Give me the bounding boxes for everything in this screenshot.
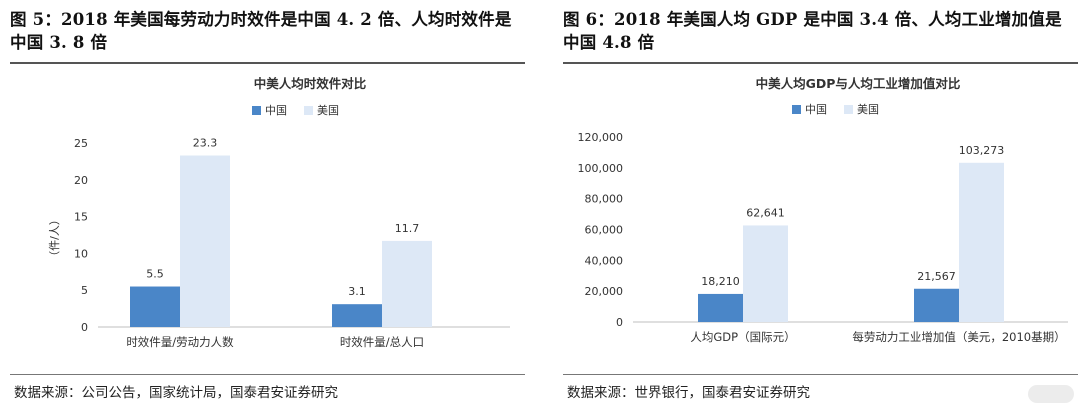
source-note: 数据来源：世界银行，国泰君安证券研究 [567,385,810,401]
data-label: 21,567 [917,270,956,283]
data-label: 23.3 [193,137,218,150]
legend-label-usa: 美国 [317,104,339,117]
bar-china [130,286,180,327]
x-category-label: 时效件量/劳动力人数 [126,335,234,349]
bar-china [332,304,382,327]
y-tick-label: 10 [74,247,88,260]
figure-title: 图 6：2018 年美国人均 GDP 是中国 3.4 倍、人均工业增加值是中国 … [563,10,1062,52]
title-rule [563,62,1078,64]
source-note: 数据来源：公司公告，国家统计局，国泰君安证券研究 [14,385,338,401]
y-tick-label: 25 [74,137,88,150]
y-axis-label: （件/人） [48,214,61,262]
bar-usa [382,240,432,327]
source-rule [563,374,1078,375]
legend-label-usa: 美国 [857,103,879,116]
data-label: 18,210 [701,275,740,288]
y-tick-label: 20,000 [585,285,624,298]
figure-title: 图 5：2018 年美国每劳动力时效件是中国 4. 2 倍、人均时效件是中国 3… [10,10,512,52]
bar-usa [959,162,1004,322]
y-tick-label: 15 [74,211,88,224]
y-tick-label: 0 [616,316,623,329]
legend-swatch-usa [844,105,853,114]
bar-usa [743,225,788,322]
y-tick-label: 5 [81,284,88,297]
figure-panel-right: 图 6：2018 年美国人均 GDP 是中国 3.4 倍、人均工业增加值是中国 … [563,0,1078,409]
bar-usa [180,155,230,327]
legend-label-china: 中国 [265,104,287,117]
y-tick-label: 60,000 [585,224,624,237]
chart-title: 中美人均GDP与人均工业增加值对比 [756,76,961,91]
title-rule [10,62,525,64]
data-label: 11.7 [395,222,420,235]
legend-swatch-china [252,106,261,115]
chart-title: 中美人均时效件对比 [254,76,367,91]
y-tick-label: 40,000 [585,254,624,267]
bar-china [698,293,743,322]
legend-swatch-usa [304,106,313,115]
legend-label-china: 中国 [805,103,827,116]
x-category-label: 人均GDP（国际元） [690,330,795,344]
data-label: 5.5 [146,268,164,281]
x-category-label: 时效件量/总人口 [340,335,424,349]
bar-china [914,288,959,322]
data-label: 3.1 [348,285,366,298]
figure-panel-left: 图 5：2018 年美国每劳动力时效件是中国 4. 2 倍、人均时效件是中国 3… [10,0,525,409]
x-category-label: 每劳动力工业增加值（美元，2010基期） [852,330,1065,344]
watermark [1028,385,1074,403]
y-tick-label: 20 [74,174,88,187]
y-tick-label: 0 [81,321,88,334]
source-rule [10,374,525,375]
data-label: 103,273 [959,144,1005,157]
legend-swatch-china [792,105,801,114]
y-tick-label: 120,000 [578,131,624,144]
y-tick-label: 100,000 [578,162,624,175]
data-label: 62,641 [746,206,785,219]
y-tick-label: 80,000 [585,193,624,206]
